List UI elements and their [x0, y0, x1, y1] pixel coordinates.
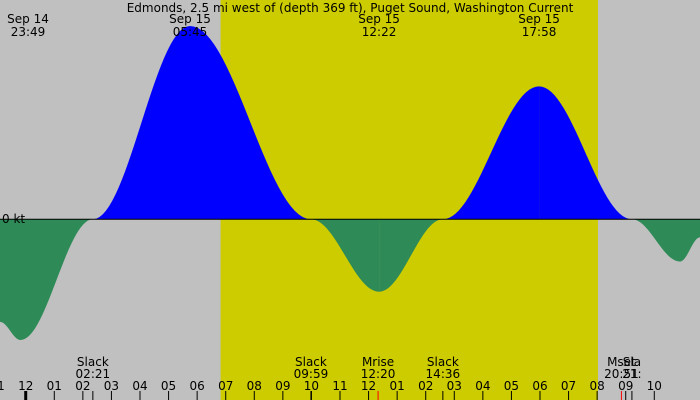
- event-time-3: 14:36: [426, 367, 461, 381]
- hour-label-5: 04: [132, 379, 147, 393]
- extreme-date-0: Sep 14: [7, 12, 49, 26]
- hour-label-14: 01: [390, 379, 405, 393]
- hour-label-12: 11: [332, 379, 347, 393]
- flood-area-3: [190, 26, 311, 220]
- event-time-2: 12:20: [361, 367, 396, 381]
- event-time-5: 21:: [622, 367, 641, 381]
- flood-area-2: [92, 26, 190, 220]
- event-time-1: 09:59: [294, 367, 329, 381]
- hour-label-4: 03: [104, 379, 119, 393]
- event-label-1: Slack: [295, 355, 327, 369]
- hour-label-10: 09: [275, 379, 290, 393]
- zero-kt-label: 0 kt: [2, 212, 25, 226]
- ebb-area-8: [631, 219, 680, 262]
- hour-label-8: 07: [218, 379, 233, 393]
- hour-label-19: 06: [532, 379, 547, 393]
- event-time-0: 02:21: [76, 367, 111, 381]
- extreme-date-1: Sep 15: [169, 12, 211, 26]
- ebb-area-9: [680, 219, 700, 262]
- ebb-area-1: [20, 219, 93, 340]
- ebb-area-0: [0, 219, 21, 340]
- hour-label-16: 03: [447, 379, 462, 393]
- hour-label-9: 08: [247, 379, 262, 393]
- event-labels: Slack02:21Slack09:59Mrise12:20Slack14:36…: [76, 355, 642, 400]
- hour-label-7: 06: [190, 379, 205, 393]
- extreme-time-3: 17:58: [522, 25, 557, 39]
- hour-label-3: 02: [75, 379, 90, 393]
- chart-title: Edmonds, 2.5 mi west of (depth 369 ft), …: [127, 1, 574, 15]
- event-time-4: 20:51: [604, 367, 639, 381]
- hour-label-22: 09: [618, 379, 633, 393]
- event-label-5: Sla: [623, 355, 641, 369]
- hour-label-13: 12: [361, 379, 376, 393]
- hour-label-15: 02: [418, 379, 433, 393]
- extreme-date-3: Sep 15: [518, 12, 560, 26]
- hour-label-17: 04: [475, 379, 490, 393]
- hour-label-23: 10: [647, 379, 662, 393]
- event-label-2: Mrise: [362, 355, 394, 369]
- hour-axis: 11 12 01 02 03 04 05 06 07 08 09 10 11 12 01 02 03 04 05 06…: [0, 379, 662, 400]
- extreme-time-2: 12:22: [362, 25, 397, 39]
- extreme-time-0: 23:49: [11, 25, 46, 39]
- ebb-area-5: [379, 219, 443, 292]
- event-label-3: Slack: [427, 355, 459, 369]
- flood-area-7: [539, 86, 632, 220]
- extreme-date-2: Sep 15: [358, 12, 400, 26]
- event-label-0: Slack: [77, 355, 109, 369]
- current-fills: [0, 26, 700, 340]
- hour-label-11: 10: [304, 379, 319, 393]
- hour-label-0: 11: [0, 379, 5, 393]
- hour-label-2: 01: [47, 379, 62, 393]
- hour-label-20: 07: [561, 379, 576, 393]
- hour-label-18: 05: [504, 379, 519, 393]
- ebb-area-4: [310, 219, 380, 292]
- event-label-4: Mset: [607, 355, 636, 369]
- hour-label-1: 12: [18, 379, 33, 393]
- hour-label-21: 08: [590, 379, 605, 393]
- hour-label-6: 05: [161, 379, 176, 393]
- extreme-time-1: 05:45: [173, 25, 208, 39]
- flood-area-6: [442, 86, 540, 220]
